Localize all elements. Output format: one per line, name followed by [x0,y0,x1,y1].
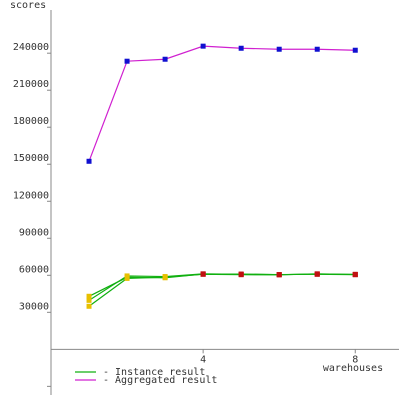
x-axis-label: warehouses [323,363,383,374]
point-marker [124,275,130,281]
y-tick-label: 210000 [13,79,49,90]
y-tick-label: 30000 [19,301,49,312]
y-tick-label: 150000 [13,153,49,164]
y-tick-label: 240000 [13,42,49,53]
point-marker [314,271,320,277]
point-marker [162,56,168,62]
series-line [88,273,356,307]
series-line [88,45,356,162]
point-marker [86,158,92,164]
legend-label: - Instance result [103,367,205,378]
point-marker [124,58,130,64]
point-marker [200,271,206,277]
legend-label: - Aggregated result [103,375,217,386]
x-tick-label: 8 [352,354,358,365]
y-axis-label: scores [10,0,46,11]
y-tick-label: 180000 [13,116,49,127]
point-marker [200,43,206,49]
point-marker [86,297,92,303]
point-marker [276,46,282,52]
point-marker [86,303,92,309]
point-marker [314,46,320,52]
point-marker [352,272,358,278]
point-marker [86,293,92,299]
point-marker [162,274,168,280]
point-marker [352,47,358,53]
point-marker [238,45,244,51]
point-marker [276,272,282,278]
y-tick-label: 60000 [19,264,49,275]
x-tick-label: 4 [200,354,206,365]
y-tick-label: 90000 [19,227,49,238]
point-marker [238,272,244,278]
y-tick-label: 120000 [13,190,49,201]
